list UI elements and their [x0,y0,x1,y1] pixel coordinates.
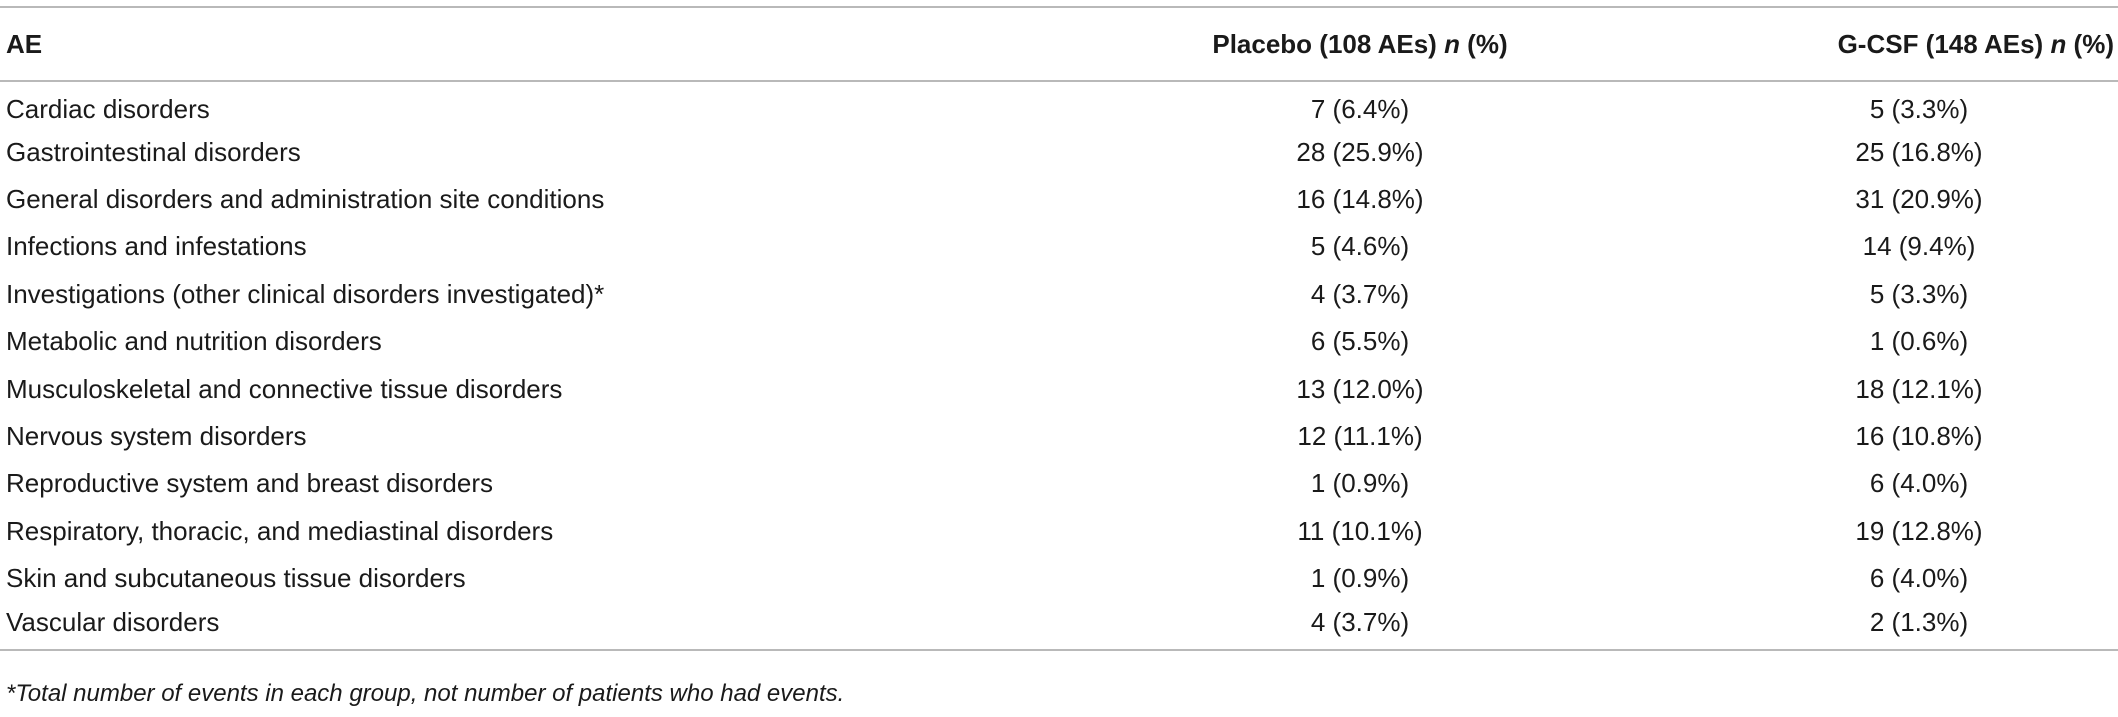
table-row: Cardiac disorders 7 (6.4%) 5 (3.3%) [0,81,2118,128]
cell-placebo: 1 (0.9%) [1310,563,1410,594]
table-row: Respiratory, thoracic, and mediastinal d… [0,508,2118,555]
cell-placebo: 4 (3.7%) [1000,602,1720,651]
header-placebo-text: Placebo (108 AEs) [1212,28,1445,59]
header-placebo-pct: (%) [1459,28,1508,59]
cell-ae: Investigations (other clinical disorders… [6,278,605,309]
cell-ae: Reproductive system and breast disorders [6,468,494,499]
cell-ae: Infections and infestations [6,231,307,262]
cell-placebo: 4 (3.7%) [1310,278,1410,309]
header-gcsf-pct: (%) [2066,28,2114,59]
cell-gcsf: 19 (12.8%) [1855,515,1983,546]
header-gcsf-n: n [2050,28,2067,59]
table-row: Nervous system disorders 12 (11.1%) 16 (10… [0,413,2118,460]
cell-placebo: 6 (5.5%) [1310,326,1410,357]
cell-ae: Nervous system disorders [6,420,307,451]
cell-gcsf: 25 (16.8%) [1855,136,1983,167]
header-row: AE Placebo (108 AEs) n (%) G-CSF (148 AE… [0,6,2118,82]
cell-placebo: 7 (6.4%) [1310,93,1410,124]
cell-ae: Cardiac disorders [6,93,210,124]
adverse-events-table: AE Placebo (108 AEs) n (%) G-CSF (148 AE… [0,6,2118,651]
cell-placebo: 28 (25.9%) [1296,136,1424,167]
table-row: Musculoskeletal and connective tissue di… [0,365,2118,412]
table-body: Cardiac disorders 7 (6.4%) 5 (3.3%) Gastroi… [0,81,2118,651]
cell-ae: Metabolic and nutrition disorders [6,326,382,357]
cell-gcsf: 1 (0.6%) [1869,326,1969,357]
cell-ae: General disorders and administration sit… [6,183,605,214]
cell-placebo: 11 (10.1%) [1297,515,1423,546]
cell-gcsf: 16 (10.8%) [1855,420,1983,451]
cell-gcsf: 14 (9.4%) [1862,231,1976,262]
table-row: General disorders and administration sit… [0,176,2118,223]
table-row: Investigations (other clinical disorders… [0,271,2118,318]
cell-placebo: 5 (4.6%) [1310,231,1410,262]
table-footnote: *Total number of events in each group, n… [6,680,845,707]
cell-placebo: 12 (11.1%) [1297,420,1423,451]
table-row: Vascular disorders 4 (3.7%) 2 (1.3%) [0,602,2118,651]
cell-ae: Musculoskeletal and connective tissue di… [6,373,563,404]
table-header: AE Placebo (108 AEs) n (%) G-CSF (148 AE… [0,6,2118,82]
cell-gcsf: 6 (4.0%) [1869,563,1969,594]
header-ae: AE [0,6,1000,82]
header-gcsf: G-CSF (148 AEs) n (%) [1720,6,2118,82]
header-placebo: Placebo (108 AEs) n (%) [1000,6,1720,82]
cell-gcsf: 18 (12.1%) [1855,373,1983,404]
table-row: Reproductive system and breast disorders… [0,460,2118,507]
table-row: Skin and subcutaneous tissue disorders 1 … [0,555,2118,602]
header-placebo-n: n [1444,28,1460,59]
cell-gcsf: 5 (3.3%) [1869,93,1969,124]
cell-placebo: 1 (0.9%) [1310,468,1410,499]
table-row: Gastrointestinal disorders 28 (25.9%) 25 (… [0,128,2118,175]
cell-ae: Skin and subcutaneous tissue disorders [6,563,466,594]
cell-ae: Vascular disorders [0,602,1000,651]
header-gcsf-text: G-CSF (148 AEs) [1837,28,2051,59]
cell-gcsf: 5 (3.3%) [1869,278,1969,309]
cell-gcsf: 31 (20.9%) [1855,183,1983,214]
table-row: Metabolic and nutrition disorders 6 (5.5%… [0,318,2118,365]
cell-placebo: 16 (14.8%) [1296,183,1424,214]
cell-placebo: 13 (12.0%) [1296,373,1424,404]
cell-gcsf: 6 (4.0%) [1869,468,1969,499]
cell-ae: Respiratory, thoracic, and mediastinal d… [6,515,554,546]
cell-ae: Gastrointestinal disorders [6,136,301,167]
table-row: Infections and infestations 5 (4.6%) 14 (9… [0,223,2118,270]
cell-gcsf: 2 (1.3%) [1720,602,2118,651]
